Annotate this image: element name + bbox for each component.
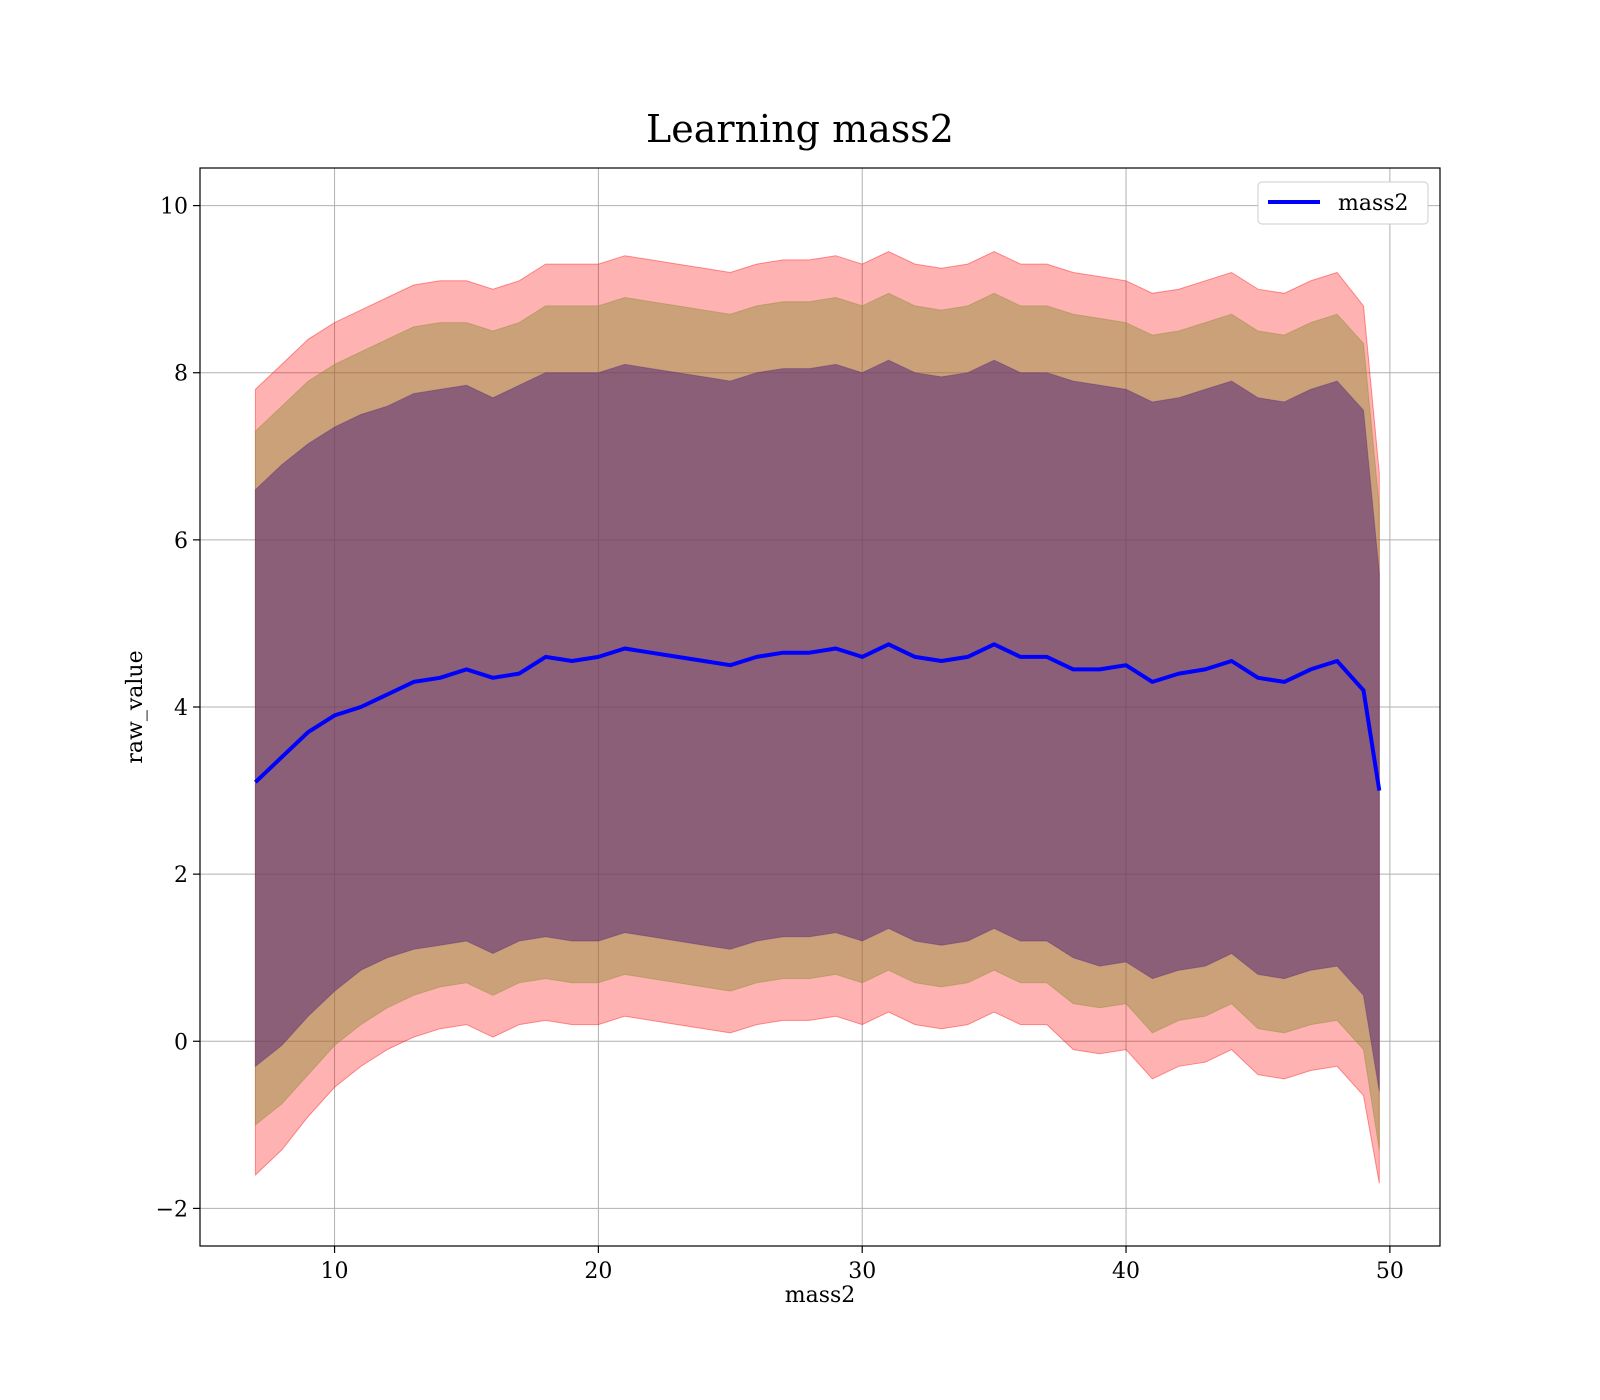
y-tick-label-0: −2 bbox=[156, 1197, 188, 1222]
legend-box bbox=[1257, 181, 1429, 225]
y-tick-label-6: 10 bbox=[160, 195, 188, 220]
x-tick-label-0: 10 bbox=[321, 1259, 349, 1284]
y-tick-label-4: 6 bbox=[174, 529, 188, 554]
y-tick-label-3: 4 bbox=[174, 696, 188, 721]
y-axis-ticks: −2 0 2 4 6 8 10 bbox=[156, 195, 200, 1222]
x-tick-label-4: 50 bbox=[1376, 1259, 1404, 1284]
y-tick-label-1: 0 bbox=[174, 1030, 188, 1055]
y-tick-label-2: 2 bbox=[174, 863, 188, 888]
band-inner bbox=[254, 359, 1380, 1092]
series-line-mass2 bbox=[254, 642, 1382, 791]
x-tick-label-1: 20 bbox=[584, 1259, 612, 1284]
y-tick-label-5: 8 bbox=[174, 362, 188, 387]
confidence-bands bbox=[254, 251, 1380, 1184]
series-lines bbox=[254, 642, 1382, 791]
chart-title: Learning mass2 bbox=[646, 107, 954, 151]
x-axis-label: mass2 bbox=[785, 1283, 856, 1308]
legend: mass2 bbox=[1257, 181, 1429, 225]
y-axis-label: raw_value bbox=[123, 650, 148, 763]
legend-label-mass2: mass2 bbox=[1338, 191, 1409, 216]
x-tick-label-2: 30 bbox=[848, 1259, 876, 1284]
x-axis-ticks: 10 20 30 40 50 bbox=[321, 1246, 1404, 1284]
x-tick-label-3: 40 bbox=[1112, 1259, 1140, 1284]
